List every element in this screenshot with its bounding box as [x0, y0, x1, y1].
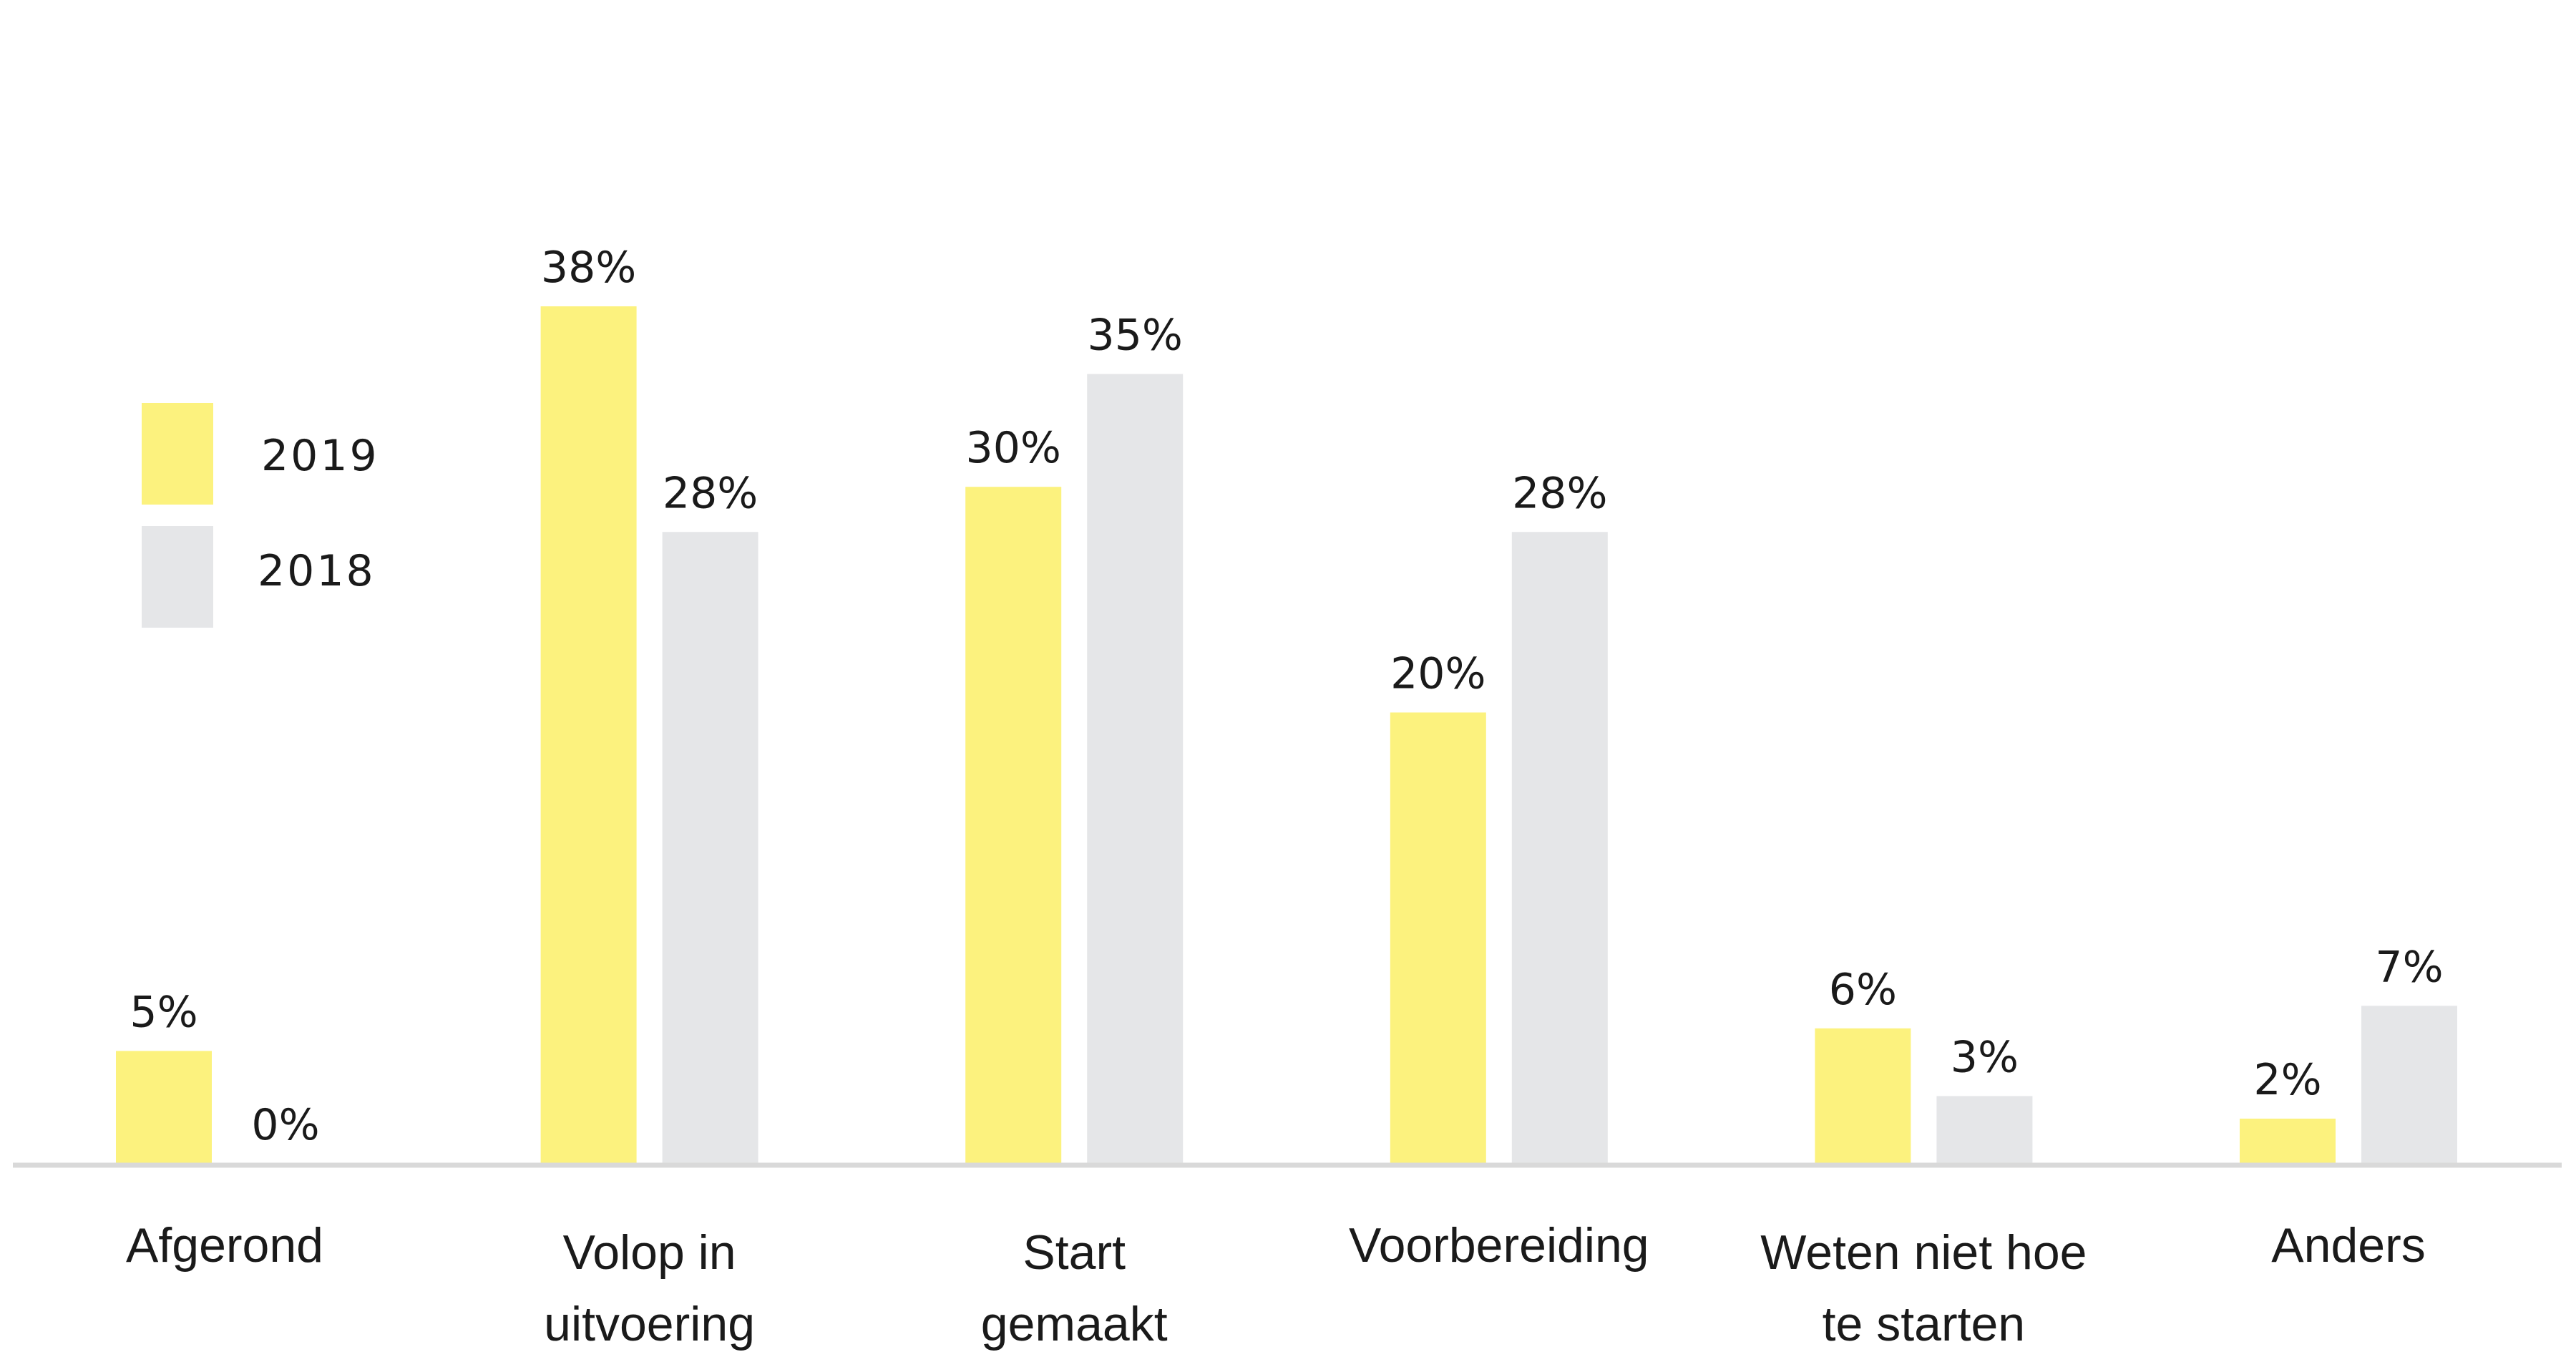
category-label-0: Afgerond — [126, 1218, 323, 1273]
bar-2019-5 — [2240, 1118, 2336, 1164]
data-label-2018-3: 28% — [1512, 468, 1607, 518]
category-label-3: Voorbereiding — [1349, 1218, 1649, 1273]
bar-2019-4 — [1815, 1028, 1911, 1164]
category-label-1-line-0: Volop in — [563, 1225, 736, 1280]
data-label-2019-2: 30% — [966, 423, 1061, 473]
legend-swatch-2019 — [142, 403, 213, 505]
bar-2018-5 — [2361, 1006, 2457, 1164]
data-label-2019-0: 5% — [130, 987, 197, 1037]
bar-2018-2 — [1087, 374, 1184, 1164]
data-label-2018-2: 35% — [1088, 311, 1183, 361]
category-label-5: Anders — [2271, 1218, 2425, 1273]
data-label-2019-4: 6% — [1829, 965, 1897, 1015]
category-label-2-line-1: gemaakt — [981, 1297, 1168, 1351]
bar-2019-3 — [1390, 712, 1486, 1164]
bar-2018-3 — [1511, 532, 1608, 1164]
data-label-2018-4: 3% — [1951, 1032, 2019, 1082]
data-label-2019-1: 38% — [541, 243, 636, 293]
data-label-2018-0: 0% — [251, 1100, 319, 1150]
bars-layer: 5% 0% 38% 28% 30% 35% 20% 28% 6% 3% 2% 7% — [116, 243, 2457, 1164]
bar-2019-0 — [116, 1051, 212, 1164]
bar-2019-1 — [540, 306, 637, 1164]
category-label-4-line-1: te starten — [1823, 1297, 2026, 1351]
bar-2018-4 — [1936, 1096, 2033, 1164]
legend-label-2019: 2019 — [261, 431, 379, 481]
bar-2019-2 — [965, 487, 1062, 1164]
bar-2018-1 — [662, 532, 758, 1164]
data-label-2018-5: 7% — [2375, 942, 2443, 992]
data-label-2018-1: 28% — [663, 468, 758, 518]
category-label-4-line-0: Weten niet hoe — [1760, 1225, 2087, 1280]
data-label-2019-5: 2% — [2253, 1055, 2321, 1105]
category-label-1-line-1: uitvoering — [544, 1297, 755, 1351]
legend-swatch-2018 — [142, 526, 213, 628]
legend-label-2018: 2018 — [258, 546, 376, 596]
category-labels: Afgerond Volop in uitvoering Start gemaakt Vo… — [126, 1218, 2426, 1351]
data-label-2019-3: 20% — [1390, 648, 1485, 699]
legend: 2019 2018 — [142, 403, 379, 628]
category-label-2-line-0: Start — [1023, 1225, 1126, 1280]
